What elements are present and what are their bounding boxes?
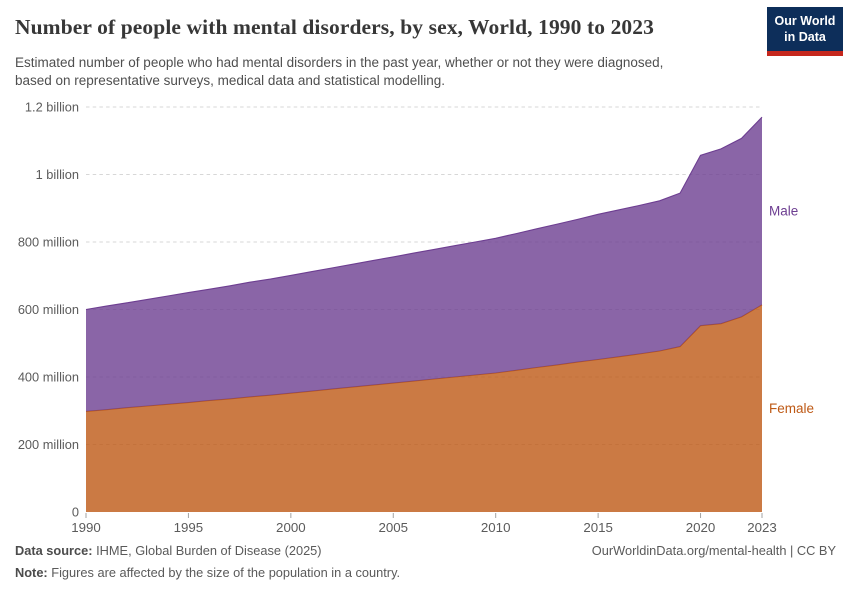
chart-subtitle: Estimated number of people who had menta… [15,54,775,90]
y-axis-tick-label: 200 million [18,437,79,452]
note-line: Note: Figures are affected by the size o… [15,563,836,582]
note-label: Note: [15,565,48,580]
area-top-line-male [85,116,763,311]
x-axis-tick-label: 2000 [276,520,306,535]
area-female[interactable] [86,304,762,512]
y-axis-tick-label: 400 million [18,370,79,385]
x-axis-tick-label: 1995 [174,520,204,535]
data-source-label: Data source: [15,543,93,558]
x-axis-tick-label: 1990 [71,520,101,535]
x-axis-tick-label: 2015 [583,520,613,535]
owid-logo[interactable]: Our World in Data [767,7,843,57]
note-text: Figures are affected by the size of the … [47,565,401,580]
x-axis-tick-label: 2023 [747,520,777,535]
y-axis-tick-label: 800 million [18,235,79,250]
owid-logo-line1: Our World [774,14,836,28]
y-axis-tick-label: 600 million [18,302,79,317]
y-axis-tick-label: 1 billion [36,167,79,182]
data-source-text: IHME, Global Burden of Disease (2025) [92,543,322,558]
series-label-male[interactable]: Male [769,203,798,218]
page-title: Number of people with mental disorders, … [15,15,654,39]
chart-footer: Data source: IHME, Global Burden of Dise… [15,541,836,582]
area-male[interactable] [86,117,762,412]
y-axis-tick-label: 1.2 billion [25,100,79,115]
chart-subtitle-line2: based on representative surveys, medical… [15,73,445,88]
x-axis-tick-label: 2005 [378,520,408,535]
x-axis-tick-label: 2010 [481,520,511,535]
citation-link[interactable]: OurWorldinData.org/mental-health | CC BY [591,543,836,558]
chart-subtitle-line1: Estimated number of people who had menta… [15,55,664,70]
owid-logo-line2: in Data [784,29,826,44]
series-label-female[interactable]: Female [769,401,814,416]
y-axis-tick-label: 0 [72,505,79,520]
data-source-line: Data source: IHME, Global Burden of Dise… [15,541,322,560]
x-axis-tick-label: 2020 [686,520,716,535]
